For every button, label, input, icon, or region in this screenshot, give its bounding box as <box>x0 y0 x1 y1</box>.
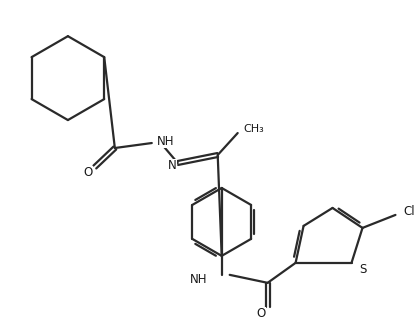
Text: CH₃: CH₃ <box>244 124 264 134</box>
Text: NH: NH <box>190 273 208 286</box>
Text: O: O <box>256 307 265 320</box>
Text: N: N <box>168 160 177 173</box>
Text: NH: NH <box>157 135 174 148</box>
Text: O: O <box>83 166 93 179</box>
Text: S: S <box>359 263 367 276</box>
Text: Cl: Cl <box>403 205 415 218</box>
